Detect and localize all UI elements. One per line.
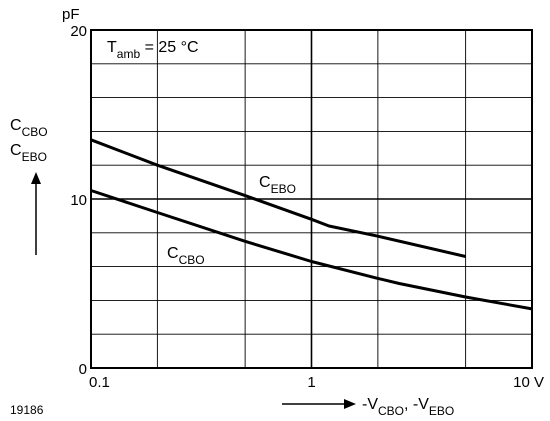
y-axis-caption-ebo: CEBO [10,142,47,164]
y-axis-caption-cbo: CCBO [10,117,48,139]
y-tick-label: 20 [70,23,87,40]
t-symbol: T [107,39,117,56]
x-tick-label: 0.1 [89,374,110,391]
x-tick-label: 10 V [513,374,544,391]
t-subscript: amb [117,47,141,61]
x-axis-arrow-icon [282,399,356,409]
series-line-c-cbo [90,189,533,311]
x-axis-caption: -VCBO, -VEBO [362,396,454,418]
series-label-c-ebo: CEBO [259,174,296,196]
y-unit-label: pF [62,6,80,23]
t-value: = 25 °C [140,39,198,56]
tick-labels: 0.1 1 10 V 0 10 20 [70,23,544,391]
y-tick-label: 0 [79,361,87,378]
series-label-c-cbo: CCBO [167,245,205,267]
annotation-background [93,32,157,63]
series-line-c-ebo [90,138,466,258]
series-layer [90,138,533,311]
figure-code: 19186 [10,403,44,417]
plot-frame [90,29,533,369]
y-axis-arrow-icon [31,172,41,255]
ambient-temperature-label: Tamb = 25 °C [107,39,199,61]
grid [91,30,532,368]
x-tick-label: 1 [307,374,315,391]
y-tick-label: 10 [70,192,87,209]
